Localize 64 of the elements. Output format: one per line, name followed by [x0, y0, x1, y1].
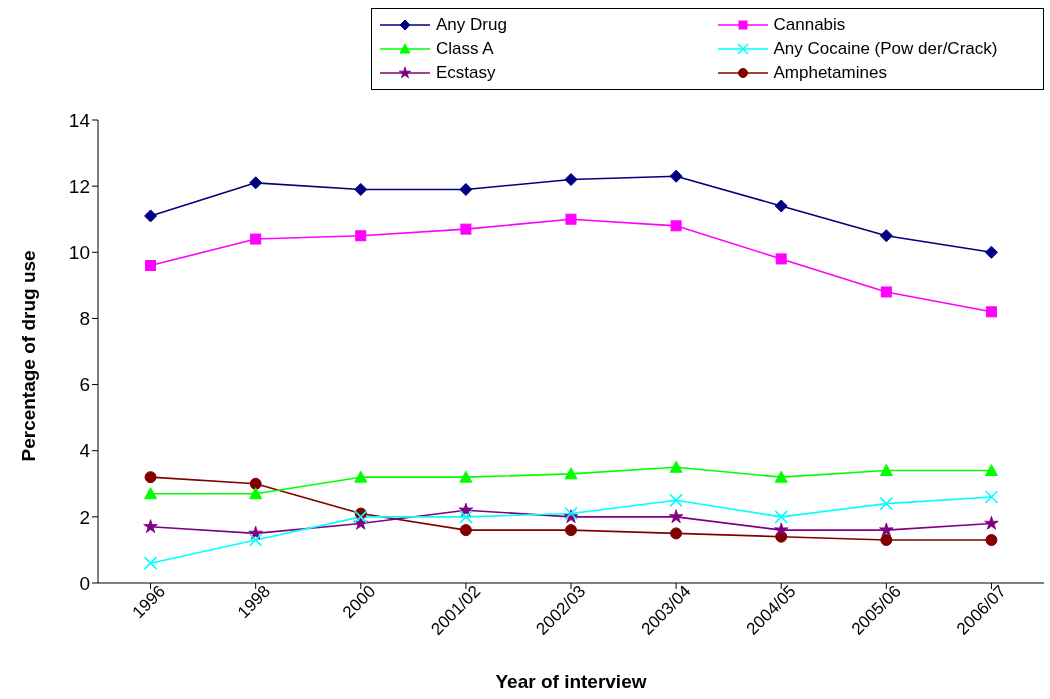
legend-label: Amphetamines — [773, 63, 887, 83]
point — [354, 182, 368, 196]
point — [984, 464, 998, 477]
legend-label: Cannabis — [773, 15, 846, 35]
x-axis-title: Year of interview — [495, 671, 647, 692]
y-tick-label: 0 — [79, 572, 90, 594]
legend-label: Any Drug — [436, 15, 507, 35]
point — [564, 467, 578, 480]
point — [248, 533, 263, 547]
y-tick-label: 6 — [79, 374, 90, 396]
point — [460, 223, 472, 235]
point — [668, 509, 684, 524]
point — [250, 233, 262, 245]
point — [775, 253, 787, 265]
point — [773, 522, 789, 537]
legend-label: Any Cocaine (Pow der/Crack) — [773, 39, 998, 59]
point — [774, 199, 788, 213]
point — [565, 524, 577, 537]
y-tick-label: 14 — [68, 109, 91, 131]
point — [880, 534, 893, 547]
point — [144, 471, 157, 484]
point — [670, 220, 682, 232]
point — [564, 173, 578, 187]
point — [353, 510, 368, 524]
point — [459, 182, 473, 196]
point — [774, 470, 788, 483]
point — [669, 460, 683, 473]
y-axis-title: Percentage of drug use — [17, 250, 39, 462]
point — [985, 534, 998, 547]
point — [145, 260, 157, 272]
point — [879, 522, 894, 537]
point — [669, 493, 683, 508]
point — [249, 487, 263, 500]
point — [774, 510, 789, 524]
y-tick-label: 12 — [68, 175, 90, 197]
point — [143, 556, 158, 570]
legend-label: Ecstasy — [436, 63, 496, 83]
point — [249, 176, 263, 190]
point — [670, 527, 683, 540]
legend-label: Class A — [436, 39, 494, 59]
point — [985, 306, 997, 318]
point — [144, 487, 158, 500]
point — [879, 464, 893, 477]
y-tick-label: 2 — [79, 506, 90, 528]
point — [669, 169, 683, 183]
point — [984, 245, 998, 259]
point — [880, 286, 892, 298]
point — [355, 230, 367, 242]
point — [143, 519, 158, 533]
point — [459, 524, 472, 537]
y-tick-label: 8 — [79, 308, 90, 330]
point — [459, 510, 473, 524]
point — [459, 470, 473, 483]
point — [144, 209, 158, 223]
point — [984, 490, 999, 504]
point — [984, 515, 999, 530]
point — [565, 213, 577, 225]
y-tick-label: 4 — [79, 440, 91, 462]
point — [248, 525, 263, 540]
point — [879, 496, 894, 511]
point — [879, 229, 893, 243]
point — [249, 477, 262, 490]
point — [354, 470, 368, 483]
y-tick-label: 10 — [68, 242, 90, 264]
